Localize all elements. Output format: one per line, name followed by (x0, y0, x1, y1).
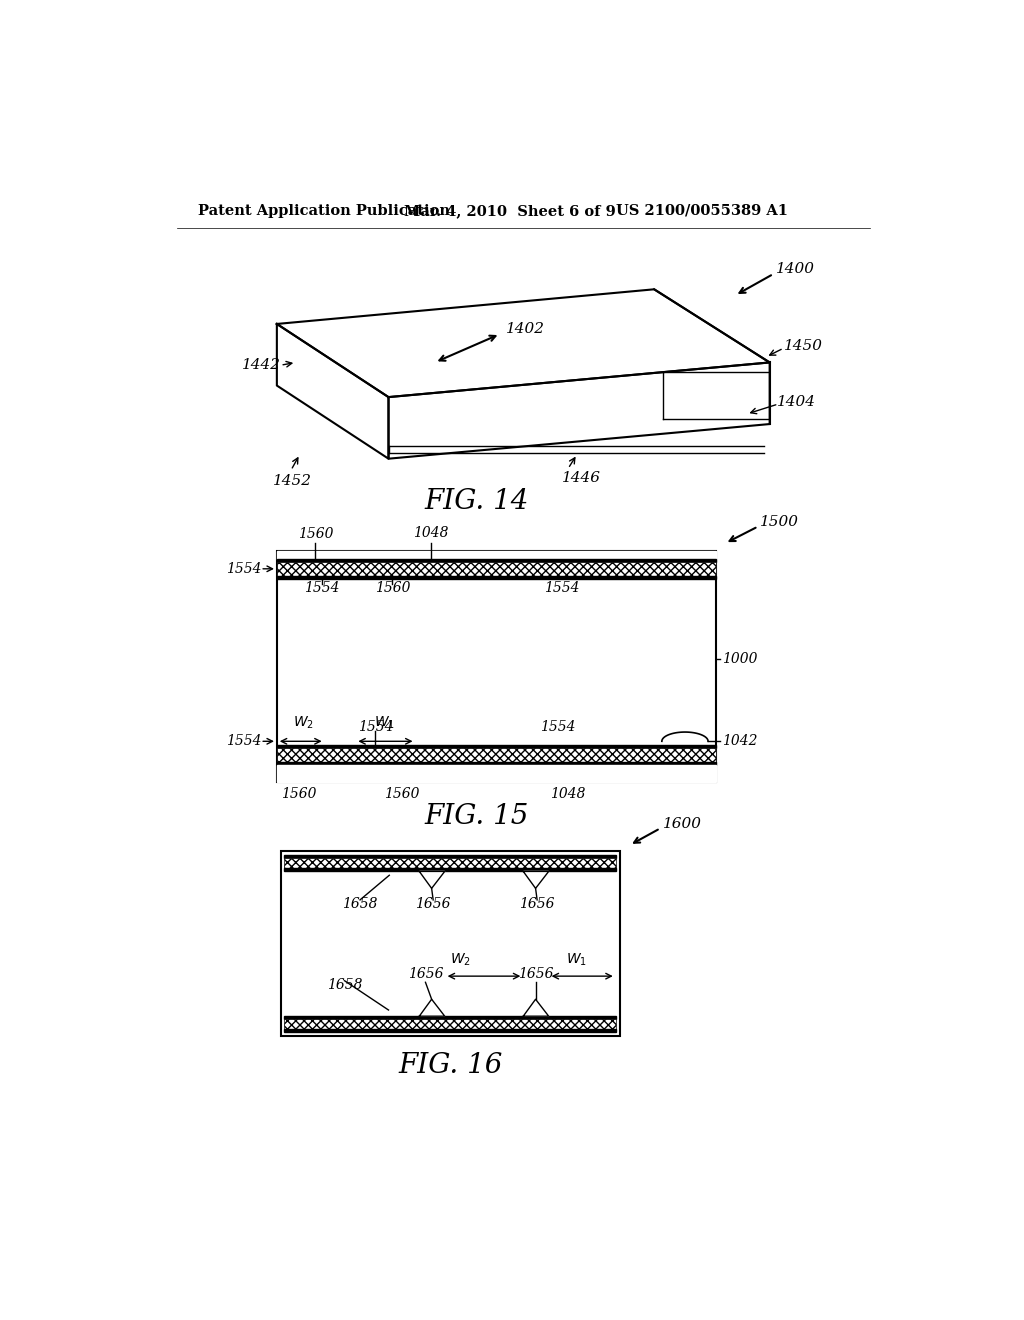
Polygon shape (284, 1030, 616, 1032)
Text: 1446: 1446 (562, 471, 601, 484)
Polygon shape (276, 766, 716, 781)
Bar (276, 562, 716, 576)
Text: 1442: 1442 (242, 358, 281, 372)
Text: $W_2$: $W_2$ (293, 714, 313, 730)
Polygon shape (523, 871, 549, 888)
Text: Patent Application Publication: Patent Application Publication (199, 203, 451, 218)
Text: 1658: 1658 (342, 896, 378, 911)
Bar (276, 748, 716, 762)
Text: Mar. 4, 2010  Sheet 6 of 9: Mar. 4, 2010 Sheet 6 of 9 (403, 203, 615, 218)
Text: 1554: 1554 (226, 734, 261, 748)
Text: FIG. 15: FIG. 15 (425, 804, 529, 830)
Text: 1560: 1560 (281, 787, 316, 801)
Text: $W_1$: $W_1$ (566, 952, 588, 969)
Text: 1402: 1402 (506, 322, 546, 337)
Text: 1048: 1048 (413, 527, 449, 540)
Bar (284, 858, 616, 869)
Text: 1656: 1656 (408, 966, 443, 981)
Polygon shape (276, 744, 716, 748)
Text: 1554: 1554 (544, 581, 580, 595)
Text: 1500: 1500 (761, 515, 800, 529)
Polygon shape (276, 576, 716, 579)
Bar (281, 851, 620, 1036)
Text: FIG. 16: FIG. 16 (398, 1052, 503, 1078)
Text: 1554: 1554 (304, 581, 339, 595)
Text: 1600: 1600 (664, 817, 702, 830)
Text: 1656: 1656 (519, 896, 555, 911)
Polygon shape (419, 999, 444, 1016)
Polygon shape (276, 558, 716, 562)
Text: FIG. 14: FIG. 14 (425, 487, 529, 515)
Text: 1560: 1560 (375, 581, 410, 595)
Polygon shape (284, 855, 616, 858)
Text: 1452: 1452 (273, 474, 312, 488)
Text: 1554: 1554 (357, 719, 393, 734)
Text: 1658: 1658 (327, 978, 362, 991)
Text: $W_1$: $W_1$ (374, 714, 395, 730)
Text: 1042: 1042 (722, 734, 758, 748)
Bar (276, 552, 716, 781)
Text: 1560: 1560 (384, 787, 420, 801)
Text: 1554: 1554 (541, 719, 575, 734)
Text: US 2100/0055389 A1: US 2100/0055389 A1 (615, 203, 787, 218)
Polygon shape (276, 552, 716, 558)
Polygon shape (276, 323, 388, 459)
Polygon shape (419, 871, 444, 888)
Text: 1000: 1000 (722, 652, 758, 665)
Text: 1554: 1554 (226, 562, 261, 576)
Polygon shape (284, 869, 616, 871)
Bar (284, 1019, 616, 1030)
Text: $W_2$: $W_2$ (450, 952, 471, 969)
Text: 1656: 1656 (518, 966, 553, 981)
Polygon shape (276, 762, 716, 766)
Text: 1656: 1656 (416, 896, 451, 911)
Text: 1450: 1450 (783, 338, 822, 352)
Polygon shape (276, 289, 770, 397)
Text: 1560: 1560 (298, 527, 333, 541)
Polygon shape (388, 363, 770, 459)
Polygon shape (523, 999, 549, 1016)
Text: 1048: 1048 (550, 787, 586, 801)
Polygon shape (284, 1016, 616, 1019)
Text: 1400: 1400 (776, 261, 815, 276)
Text: 1404: 1404 (777, 395, 816, 409)
